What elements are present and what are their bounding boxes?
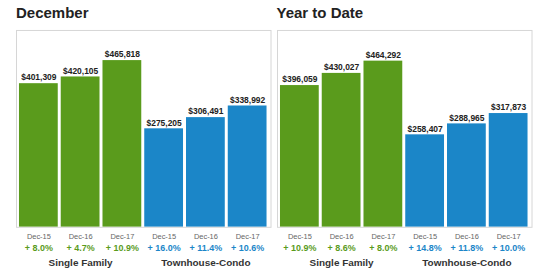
svg-text:+ 10.6%: + 10.6%: [231, 243, 264, 253]
svg-text:Dec-17: Dec-17: [236, 232, 260, 241]
svg-text:$430,027: $430,027: [324, 62, 359, 72]
svg-text:Dec-15: Dec-15: [413, 232, 437, 241]
svg-text:$465,818: $465,818: [105, 49, 140, 59]
svg-text:+ 10.9%: + 10.9%: [283, 243, 316, 253]
svg-text:+ 10.9%: + 10.9%: [106, 243, 139, 253]
svg-text:$306,491: $306,491: [188, 106, 223, 116]
svg-text:Dec-17: Dec-17: [496, 232, 520, 241]
svg-text:Townhouse-Condo: Townhouse-Condo: [422, 257, 511, 268]
svg-text:Dec-16: Dec-16: [69, 232, 93, 241]
svg-text:+ 16.0%: + 16.0%: [148, 243, 181, 253]
svg-text:+ 8.6%: + 8.6%: [327, 243, 355, 253]
svg-text:+ 4.7%: + 4.7%: [67, 243, 95, 253]
svg-text:$317,873: $317,873: [491, 102, 526, 112]
svg-text:$258,407: $258,407: [407, 124, 442, 134]
svg-text:$396,059: $396,059: [282, 74, 317, 84]
svg-text:$420,105: $420,105: [63, 66, 98, 76]
svg-text:Single Family: Single Family: [309, 257, 374, 268]
svg-text:Dec-17: Dec-17: [371, 232, 395, 241]
svg-text:Dec-15: Dec-15: [152, 232, 176, 241]
svg-text:+ 11.8%: + 11.8%: [450, 243, 483, 253]
svg-text:$338,992: $338,992: [230, 95, 265, 105]
svg-text:$275,205: $275,205: [147, 118, 182, 128]
svg-text:Dec-16: Dec-16: [454, 232, 478, 241]
svg-text:Townhouse-Condo: Townhouse-Condo: [161, 257, 250, 268]
svg-text:+ 8.0%: + 8.0%: [25, 243, 53, 253]
html-text:December: December: [16, 4, 89, 21]
svg-text:Dec-16: Dec-16: [194, 232, 218, 241]
svg-text:$464,292: $464,292: [365, 50, 400, 60]
svg-text:Dec-16: Dec-16: [329, 232, 353, 241]
svg-text:Single Family: Single Family: [49, 257, 114, 268]
svg-text:$288,965: $288,965: [449, 113, 484, 123]
svg-text:Dec-17: Dec-17: [110, 232, 134, 241]
svg-text:Dec-15: Dec-15: [27, 232, 51, 241]
html-text:Year to Date: Year to Date: [276, 4, 364, 21]
svg-text:+ 10.0%: + 10.0%: [492, 243, 525, 253]
svg-text:$401,309: $401,309: [21, 72, 56, 82]
svg-text:+ 14.8%: + 14.8%: [408, 243, 441, 253]
svg-text:+ 8.0%: + 8.0%: [369, 243, 397, 253]
svg-text:+ 11.4%: + 11.4%: [190, 243, 223, 253]
svg-text:Dec-15: Dec-15: [287, 232, 311, 241]
